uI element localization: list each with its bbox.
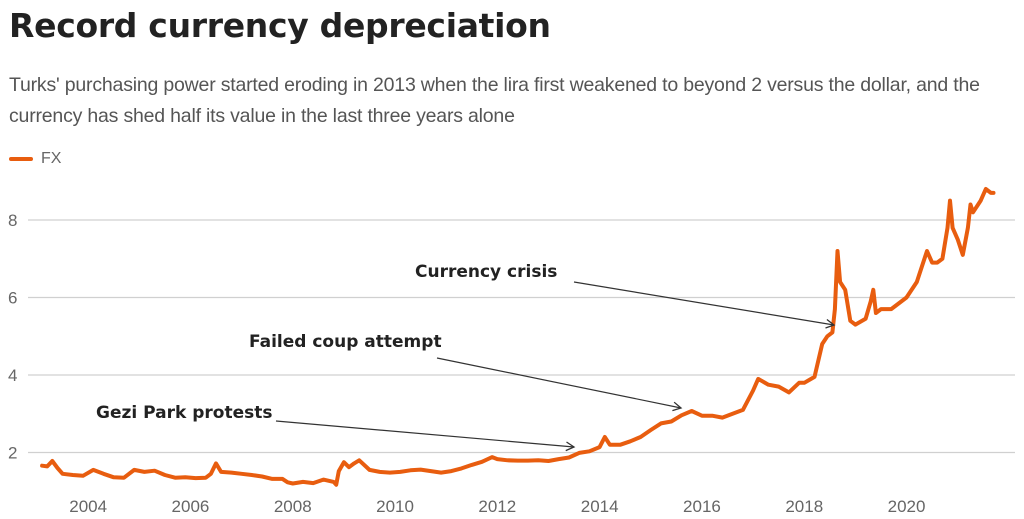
legend-swatch-fx xyxy=(9,157,33,161)
x-tick-label: 2012 xyxy=(478,497,516,516)
y-tick-label: 2 xyxy=(8,444,17,463)
x-tick-label: 2004 xyxy=(69,497,107,516)
annotation-label: Currency crisis xyxy=(415,262,557,282)
annotation-arrow-line xyxy=(436,357,682,409)
legend: FX xyxy=(9,150,61,168)
legend-label-fx: FX xyxy=(41,150,62,167)
x-axis-ticks: 2004 2006 2008 2010 2012 2014 2016 2018 2020 xyxy=(69,497,925,516)
y-axis-ticks: 2 4 6 8 xyxy=(8,211,17,463)
annotation-arrow-line xyxy=(573,281,835,326)
series-line-fx xyxy=(40,187,996,487)
annotation-arrowhead-icon xyxy=(672,401,683,412)
annotation-arrowhead-icon xyxy=(565,441,576,452)
x-tick-label: 2018 xyxy=(785,497,823,516)
chart-subtitle: Turks' purchasing power started eroding … xyxy=(9,74,980,127)
x-tick-label: 2014 xyxy=(581,497,619,516)
y-tick-label: 4 xyxy=(8,366,17,385)
x-tick-label: 2016 xyxy=(683,497,721,516)
y-tick-label: 8 xyxy=(8,211,17,230)
y-tick-label: 6 xyxy=(8,289,17,308)
annotation-arrowhead-icon xyxy=(825,318,836,329)
annotations-layer: Gezi Park protests Failed coup attempt Cur… xyxy=(96,262,836,452)
x-tick-label: 2010 xyxy=(376,497,414,516)
annotation-arrow-line xyxy=(275,420,575,448)
annotation-label: Failed coup attempt xyxy=(249,332,442,352)
x-tick-label: 2006 xyxy=(172,497,210,516)
chart-title: Record currency depreciation xyxy=(9,6,551,45)
x-tick-label: 2020 xyxy=(888,497,926,516)
series-layer xyxy=(40,187,996,487)
annotation-label: Gezi Park protests xyxy=(96,403,272,423)
x-tick-label: 2008 xyxy=(274,497,312,516)
